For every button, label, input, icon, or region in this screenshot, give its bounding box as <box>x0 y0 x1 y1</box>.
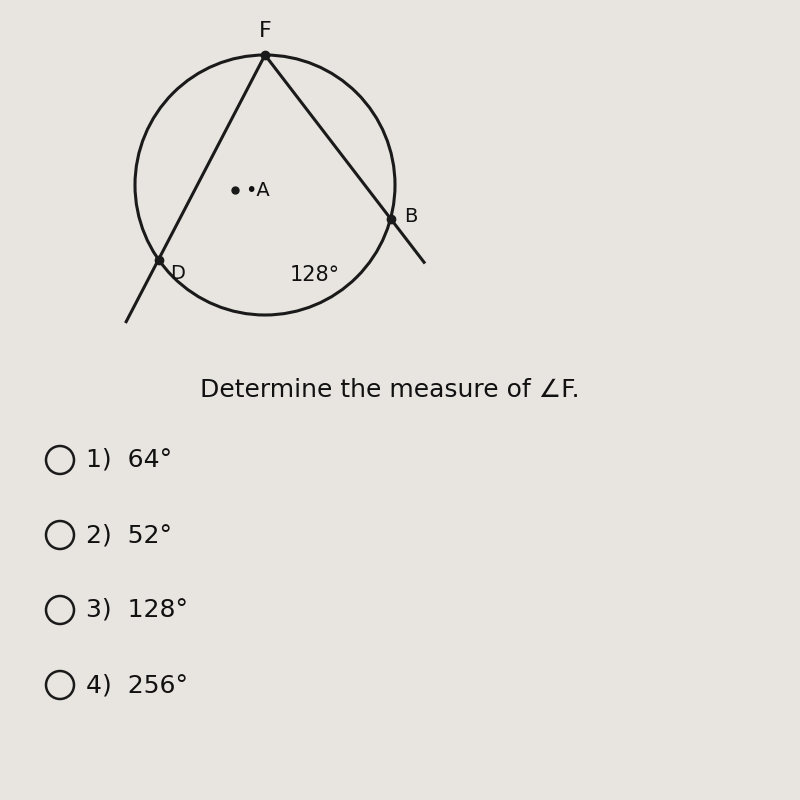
Text: 4)  256°: 4) 256° <box>86 673 188 697</box>
Text: F: F <box>258 21 271 41</box>
Text: 2)  52°: 2) 52° <box>86 523 172 547</box>
Text: 3)  128°: 3) 128° <box>86 598 188 622</box>
Text: Determine the measure of ∠F.: Determine the measure of ∠F. <box>200 378 580 402</box>
Text: 1)  64°: 1) 64° <box>86 448 172 472</box>
Text: D: D <box>170 263 186 282</box>
Text: 128°: 128° <box>290 265 340 285</box>
Text: •A: •A <box>245 181 270 199</box>
Text: B: B <box>405 207 418 226</box>
